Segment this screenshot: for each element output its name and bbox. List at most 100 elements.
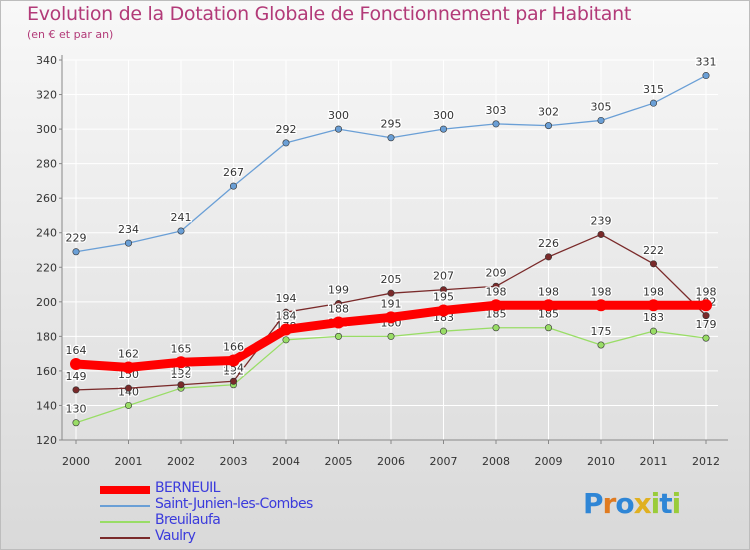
data-point: [439, 327, 447, 335]
data-point: [597, 116, 605, 124]
legend-item: Breuilaufa: [100, 512, 400, 529]
data-point: [387, 332, 395, 340]
data-point: [649, 327, 657, 335]
data-label: 300: [433, 109, 454, 122]
y-tick-label: 280: [36, 158, 57, 171]
data-point: [439, 125, 447, 133]
legend-swatch: [100, 521, 150, 523]
data-label: 267: [223, 166, 244, 179]
data-point: [597, 230, 605, 238]
data-point: [282, 336, 290, 344]
data-point: [387, 134, 395, 142]
data-point: [230, 377, 238, 385]
data-point: [490, 299, 502, 312]
data-label: 305: [591, 100, 612, 113]
y-tick-label: 140: [36, 399, 57, 412]
data-label: 179: [696, 318, 717, 331]
data-label: 150: [171, 368, 192, 381]
data-label: 229: [66, 232, 87, 245]
x-tick-label: 2005: [325, 455, 353, 468]
data-point: [387, 289, 395, 297]
y-tick-label: 180: [36, 330, 57, 343]
y-tick-label: 340: [36, 54, 57, 67]
data-point: [227, 354, 240, 367]
data-point: [492, 282, 500, 290]
data-label: 303: [486, 104, 507, 117]
data-label: 198: [643, 285, 664, 298]
x-tick-label: 2003: [220, 455, 248, 468]
data-label: 241: [171, 211, 192, 224]
data-point: [177, 227, 185, 235]
data-label: 331: [696, 56, 717, 69]
data-label: 315: [643, 83, 664, 96]
data-point: [439, 286, 447, 294]
data-point: [597, 341, 605, 349]
data-label: 234: [118, 223, 139, 236]
data-point: [437, 304, 450, 317]
y-tick-label: 320: [36, 89, 57, 102]
series-saint-junien-les-combes: 229 234 241 267 292 300 295 300 303 302 305 315 331: [64, 54, 718, 256]
legend-label: Saint-Junien-les-Combes: [155, 496, 313, 512]
x-tick-label: 2010: [587, 455, 615, 468]
x-tick-label: 2006: [377, 455, 405, 468]
data-point: [544, 253, 552, 261]
chart-title: Evolution de la Dotation Globale de Fonc…: [27, 3, 632, 25]
data-point: [334, 125, 342, 133]
data-label: 199: [328, 284, 349, 297]
logo-letter: i: [671, 487, 682, 520]
y-tick-label: 200: [36, 296, 57, 309]
data-point: [125, 401, 133, 409]
x-tick-label: 2009: [535, 455, 563, 468]
x-tick-label: 2002: [167, 455, 195, 468]
series-vaulry: 149150152154194199205207209226239222192: [64, 213, 718, 394]
logo-letter: r: [602, 487, 617, 520]
data-point: [70, 358, 82, 370]
chart-subtitle: (en € et par an): [27, 28, 114, 41]
y-tick-label: 160: [36, 365, 57, 378]
data-label: 292: [276, 123, 297, 136]
data-point: [334, 332, 342, 340]
y-tick-label: 240: [36, 227, 57, 240]
data-point: [649, 260, 657, 268]
data-point: [125, 384, 133, 392]
proxiti-logo: Proxiti: [583, 487, 682, 520]
data-point: [175, 356, 187, 369]
legend-label: Vaulry: [155, 528, 196, 544]
data-label: 149: [66, 370, 87, 383]
data-label: 166: [223, 341, 244, 354]
data-label: 302: [538, 106, 559, 119]
x-tick-label: 2007: [430, 455, 458, 468]
x-tick-label: 2001: [115, 455, 143, 468]
data-point: [702, 334, 710, 342]
data-point: [282, 139, 290, 147]
y-tick-label: 260: [36, 192, 57, 205]
data-point: [595, 299, 607, 312]
legend-swatch: [100, 537, 150, 539]
y-tick-label: 300: [36, 123, 57, 136]
y-tick-label: 120: [36, 434, 57, 447]
legend-label: Breuilaufa: [155, 512, 221, 528]
data-label: 198: [486, 285, 507, 298]
legend-swatch: [100, 486, 150, 494]
data-point: [542, 299, 555, 312]
data-label: 300: [328, 109, 349, 122]
data-label: 198: [538, 285, 559, 298]
data-label: 205: [381, 273, 402, 286]
data-point: [700, 299, 712, 312]
logo-letter: P: [583, 487, 604, 520]
data-label: 188: [328, 303, 349, 316]
logo-letter: x: [633, 487, 652, 520]
data-point: [544, 324, 552, 332]
legend-item: BERNEUIL: [100, 480, 400, 497]
series-berneuil: 164 162 165 166 184 188 191 195 198 198 198 198 198: [64, 284, 718, 374]
data-label: 183: [643, 311, 664, 324]
data-point: [385, 311, 397, 324]
data-label: 198: [696, 285, 717, 298]
data-label: 195: [433, 290, 454, 303]
data-label: 198: [591, 285, 612, 298]
data-label: 164: [66, 344, 87, 357]
x-tick-label: 2011: [640, 455, 668, 468]
legend-item: Saint-Junien-les-Combes: [100, 496, 400, 513]
data-point: [72, 248, 80, 256]
